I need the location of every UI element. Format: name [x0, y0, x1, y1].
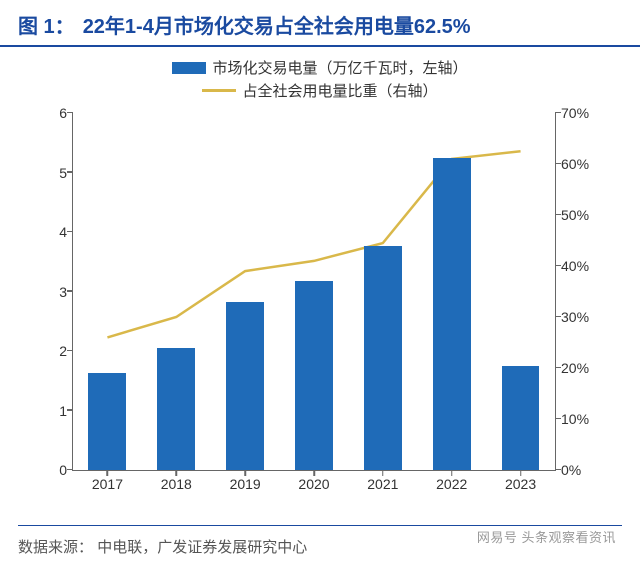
y-right-tick-label: 60%: [555, 156, 589, 172]
y-right-tick-label: 50%: [555, 207, 589, 223]
y-left-tick-label: 3: [59, 284, 73, 300]
legend-line-label: 占全社会用电量比重（右轴）: [242, 80, 437, 101]
legend-line-swatch: [202, 89, 236, 92]
y-left-tick-label: 0: [59, 462, 73, 478]
y-right-tick-label: 30%: [555, 309, 589, 325]
y-left-tick-label: 4: [59, 224, 73, 240]
plot-region: 01234560%10%20%30%40%50%60%70%2017201820…: [72, 113, 556, 471]
bar: [364, 246, 402, 470]
y-right-tick-label: 20%: [555, 360, 589, 376]
legend-bar-swatch: [172, 62, 206, 74]
y-right-tick-label: 0%: [555, 462, 581, 478]
source-text: 中电联，广发证券发展研究中心: [97, 539, 307, 556]
bar: [88, 373, 126, 470]
y-left-tick-label: 2: [59, 343, 73, 359]
figure-title: 22年1-4月市场化交易占全社会用电量62.5%: [83, 10, 471, 39]
y-left-tick-label: 1: [59, 403, 73, 419]
bar: [226, 302, 264, 470]
bar: [157, 348, 195, 470]
source-label: 数据来源：: [18, 539, 93, 556]
y-left-tick-label: 5: [59, 165, 73, 181]
figure-title-bar: 图 1： 22年1-4月市场化交易占全社会用电量62.5%: [0, 0, 640, 47]
watermark: 网易号 头条观察看资讯: [477, 527, 616, 546]
bar: [433, 158, 471, 470]
y-right-tick-label: 70%: [555, 105, 589, 121]
chart-area: 01234560%10%20%30%40%50%60%70%2017201820…: [20, 105, 620, 505]
legend-bar-label: 市场化交易电量（万亿千瓦时，左轴）: [212, 57, 467, 78]
bar: [502, 366, 540, 470]
y-right-tick-label: 10%: [555, 411, 589, 427]
chart-legend: 市场化交易电量（万亿千瓦时，左轴） 占全社会用电量比重（右轴）: [0, 57, 640, 101]
y-right-tick-label: 40%: [555, 258, 589, 274]
bar: [295, 281, 333, 470]
legend-bar-row: 市场化交易电量（万亿千瓦时，左轴）: [172, 57, 467, 78]
legend-line-row: 占全社会用电量比重（右轴）: [202, 80, 437, 101]
y-left-tick-label: 6: [59, 105, 73, 121]
figure-number: 图 1：: [18, 10, 75, 39]
